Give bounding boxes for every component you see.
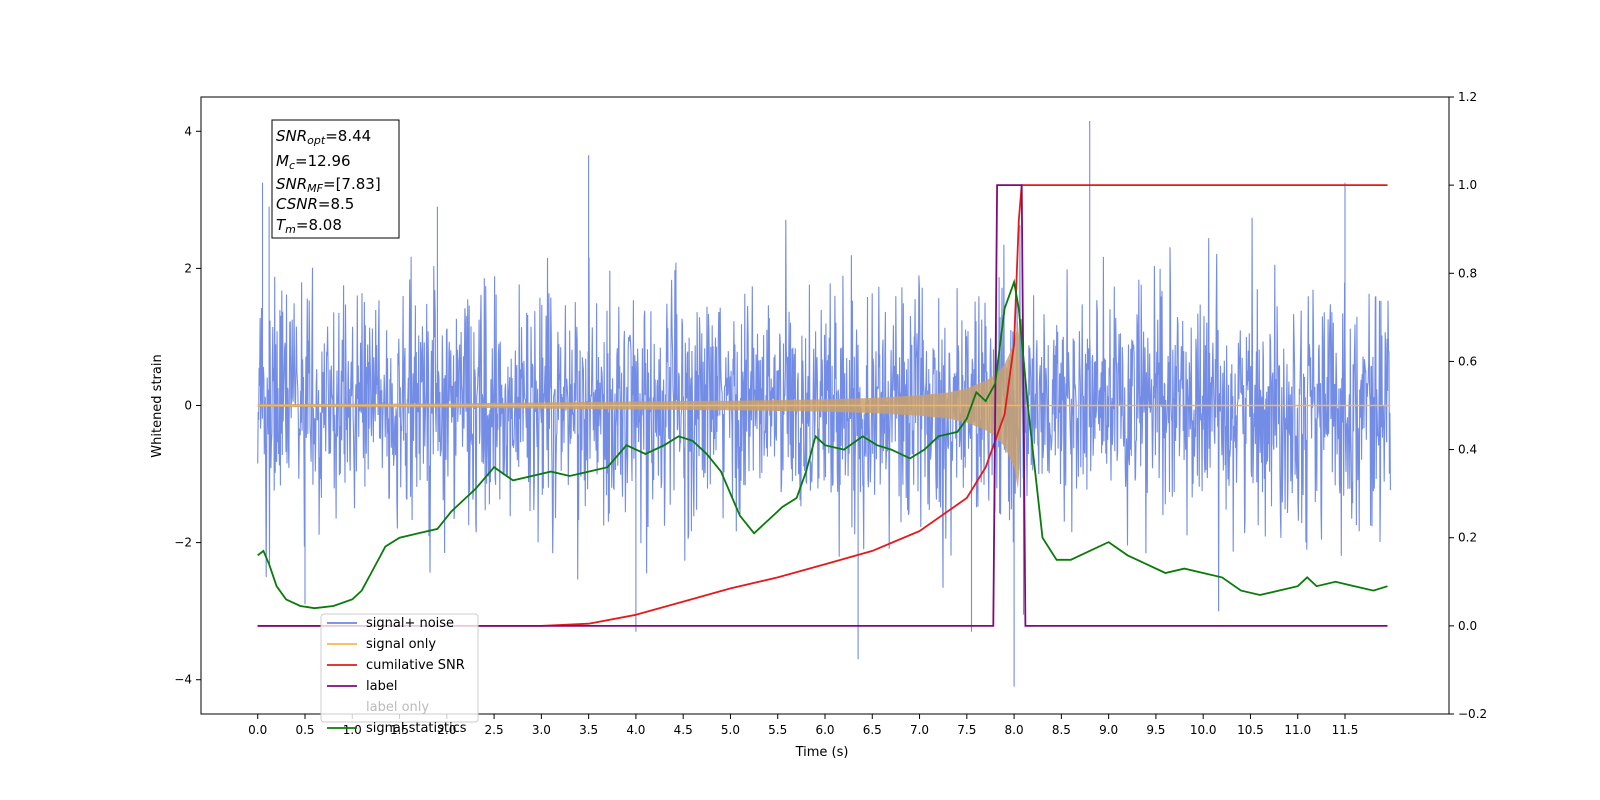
x-tick-label: 7.0	[910, 723, 929, 737]
x-tick-label: 5.0	[721, 723, 740, 737]
x-tick-label: 2.0	[437, 723, 456, 737]
x-tick-label: 10.0	[1190, 723, 1217, 737]
x-tick-label: 2.5	[485, 723, 504, 737]
signal-noise-series	[257, 121, 1391, 687]
x-tick-label: 8.5	[1052, 723, 1071, 737]
x-tick-label: 4.5	[674, 723, 693, 737]
x-tick-label: 10.5	[1237, 723, 1264, 737]
x-tick-label: 11.5	[1332, 723, 1359, 737]
x-axis-label: Time (s)	[795, 745, 849, 760]
chirp-mass-line: Mc=12.96	[276, 152, 351, 172]
x-tick-label: 3.0	[532, 723, 551, 737]
y2-tick-label: 0.2	[1458, 531, 1477, 545]
legend-label: signal only	[366, 637, 436, 652]
x-tick-label: 9.0	[1099, 723, 1118, 737]
cumilative-snr-line	[257, 184, 1388, 627]
info-box: SNRopt=8.44 Mc=12.96 SNRMF=[7.83] CSNR=8…	[271, 119, 400, 239]
x-tick-label: 0.0	[248, 723, 267, 737]
x-tick-label: 11.0	[1284, 723, 1311, 737]
y2-tick-label: 1.2	[1458, 90, 1477, 104]
x-tick-label: 4.0	[626, 723, 645, 737]
x-tick-label: 1.5	[390, 723, 409, 737]
x-tick-label: 7.5	[957, 723, 976, 737]
y-tick-label: 4	[184, 124, 192, 138]
x-tick-label: 9.5	[1146, 723, 1165, 737]
y2-tick-label: 0.8	[1458, 266, 1477, 280]
x-tick-label: 6.0	[815, 723, 834, 737]
axis-ticks: 0.0 0.5 1.0 1.5 2.0 2.5 3.0 3.5 4.0 4.5 5.0 5.5 6.0 6…	[174, 90, 1487, 737]
x-tick-label: 0.5	[295, 723, 314, 737]
x-tick-label: 6.5	[863, 723, 882, 737]
label-line	[257, 184, 1388, 627]
y2-tick-label: 0.4	[1458, 443, 1477, 457]
snr-mf-line: SNRMF=[7.83]	[276, 175, 381, 195]
y2-tick-label: 0.0	[1458, 619, 1477, 633]
y2-tick-label: 0.6	[1458, 354, 1477, 368]
x-tick-label: 5.5	[768, 723, 787, 737]
y-tick-label: 0	[184, 399, 192, 413]
legend-label: label only	[366, 700, 429, 715]
y-tick-label: 2	[184, 261, 192, 275]
signal-only-series	[257, 321, 1393, 490]
signal-noise-line	[257, 121, 1391, 687]
x-tick-label: 3.5	[579, 723, 598, 737]
y2-tick-label: −0.2	[1458, 707, 1487, 721]
signal-statistics-line	[257, 278, 1388, 610]
x-tick-label: 8.0	[1005, 723, 1024, 737]
y-tick-label: −4	[174, 673, 192, 687]
y-tick-label: −2	[174, 536, 192, 550]
legend-label: label	[366, 679, 397, 694]
x-tick-label: 1.0	[343, 723, 362, 737]
csnr-line: CSNR=8.5	[276, 195, 354, 213]
legend: signal+ noise signal only cumilative SNR la…	[320, 613, 479, 736]
legend-label: signal statistics	[366, 721, 467, 736]
y2-tick-label: 1.0	[1458, 178, 1477, 192]
tm-line: Tm=8.08	[276, 216, 342, 236]
right-axis-series	[257, 184, 1388, 627]
legend-label: cumilative SNR	[366, 658, 465, 673]
y-axis-label: Whitened strain	[150, 354, 165, 457]
legend-label: signal+ noise	[366, 616, 454, 631]
snr-opt-line: SNRopt=8.44	[276, 127, 371, 147]
